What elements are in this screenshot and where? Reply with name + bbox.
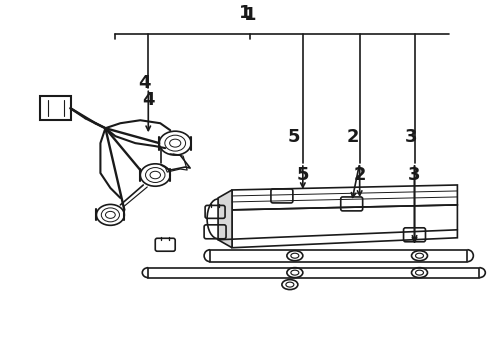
Text: 4: 4: [139, 74, 151, 92]
Text: 3: 3: [405, 128, 417, 146]
Text: 2: 2: [346, 128, 359, 146]
Text: 4: 4: [142, 91, 154, 109]
Text: 5: 5: [296, 166, 309, 184]
Text: 1: 1: [244, 6, 256, 24]
Text: 3: 3: [408, 166, 421, 184]
Text: 5: 5: [288, 128, 300, 146]
Text: 2: 2: [353, 166, 366, 184]
Text: 1: 1: [239, 4, 251, 22]
Polygon shape: [218, 190, 232, 248]
